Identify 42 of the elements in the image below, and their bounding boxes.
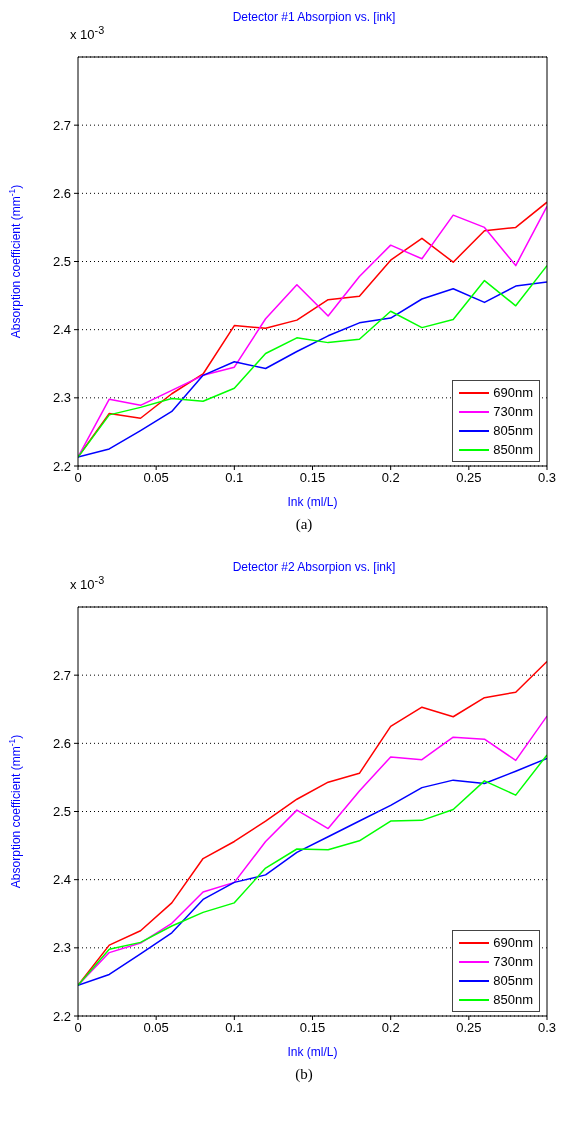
x-tick-label: 0.25 [456,1020,482,1036]
x-tick-label: 0 [74,1020,82,1036]
x-tick-label: 0.25 [456,470,482,486]
y-tick-label: 2.6 [52,735,71,751]
x-tick-label: 0.3 [537,470,557,486]
y-tick-label: 2.7 [52,667,71,683]
y-tick-label: 2.2 [52,1008,71,1024]
text: x 10$^{-3}$ [70,24,105,43]
legend-label: 690nm [493,934,533,952]
legend-label: 850nm [493,991,533,1009]
x-tick-label: 0.1 [225,1020,244,1036]
chart-title: Detector #1 Absorpion vs. [ink] [232,10,396,24]
x-tick-label: 0.1 [225,470,244,486]
x-tick-label: 0 [74,470,82,486]
text: x 10$^{-3}$ [70,574,105,593]
y-tick-label: 2.4 [52,872,71,888]
x-tick-label: 0.3 [537,1020,557,1036]
x-tick-label: 0.2 [381,470,400,486]
legend-label: 805nm [493,422,533,440]
legend-label: 730nm [493,403,533,421]
y-tick-label: 2.6 [52,185,71,201]
chart-title: Detector #2 Absorpion vs. [ink] [232,560,396,574]
x-axis-title: Ink (ml/L) [287,1045,338,1059]
y-tick-label: 2.2 [52,458,71,474]
x-axis-title: Ink (ml/L) [287,495,338,509]
legend-label: 850nm [493,441,533,459]
x-tick-label: 0.15 [299,1020,326,1036]
x-tick-label: 0.2 [381,1020,400,1036]
text: (a) [294,516,314,534]
y-tick-label: 2.5 [52,254,71,270]
y-tick-label: 2.4 [52,322,71,338]
legend-label: 690nm [493,384,533,402]
x-tick-label: 0.05 [143,470,169,486]
x-tick-label: 0.15 [299,470,326,486]
y-tick-label: 2.3 [52,940,71,956]
y-tick-label: 2.5 [52,804,71,820]
text: (b) [294,1066,314,1084]
legend-label: 805nm [493,972,533,990]
legend-label: 730nm [493,953,533,971]
x-tick-label: 0.05 [143,1020,169,1036]
y-tick-label: 2.3 [52,390,71,406]
y-tick-label: 2.7 [52,117,71,133]
